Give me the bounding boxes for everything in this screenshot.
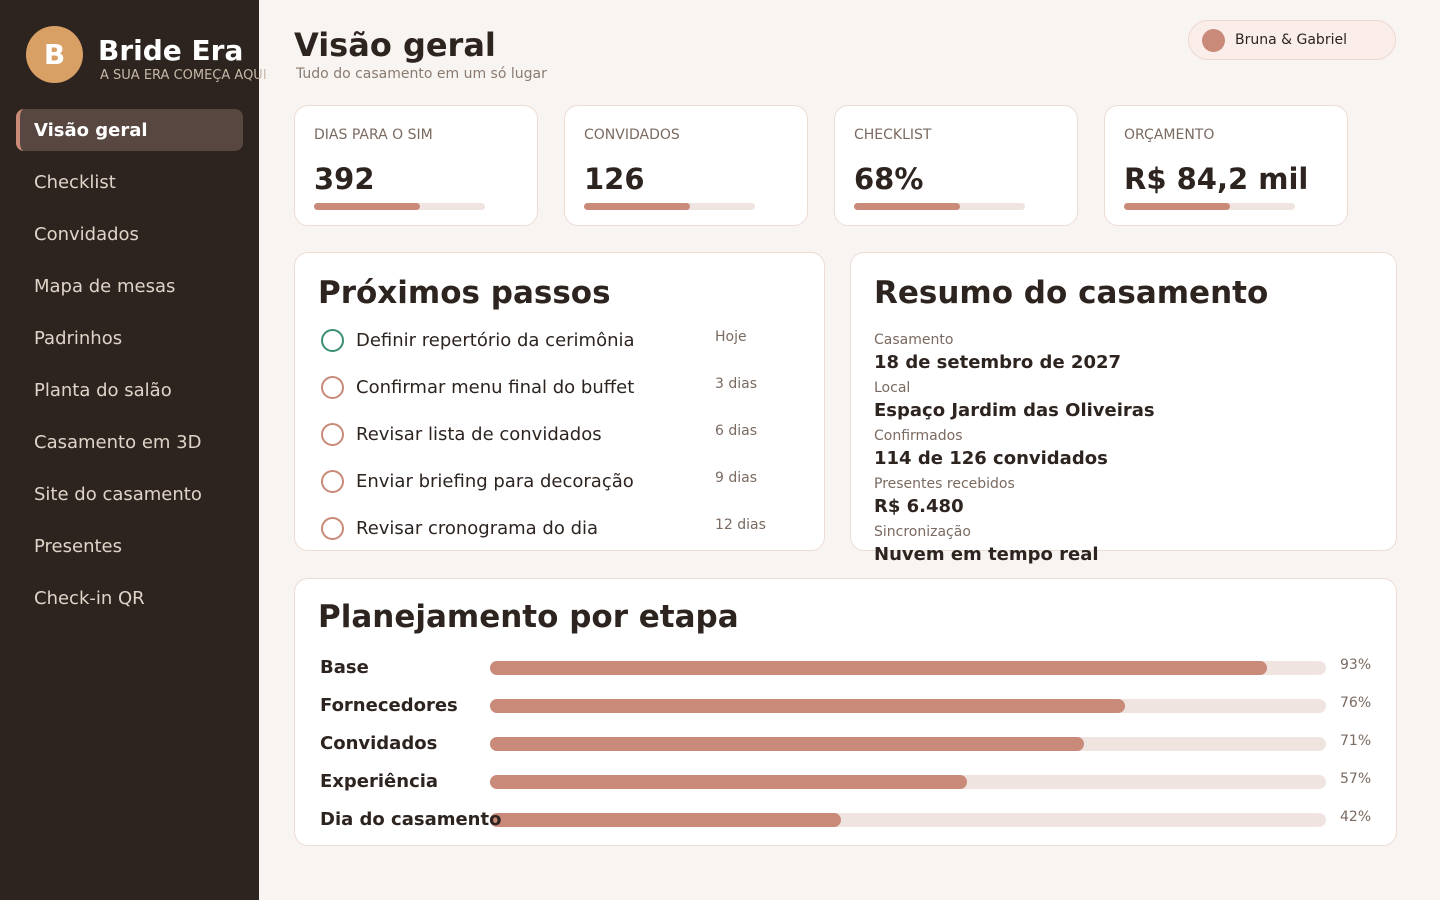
stat-label: ORÇAMENTO <box>1124 127 1215 143</box>
summary-value: 18 de setembro de 2027 <box>874 352 1122 373</box>
stage-percent: 57% <box>1340 771 1372 787</box>
stage-bar <box>490 699 1126 713</box>
stage-bar <box>490 661 1268 675</box>
stage-track <box>490 661 1326 675</box>
stage-name: Dia do casamento <box>320 809 502 830</box>
step-text: Revisar cronograma do dia <box>356 518 599 539</box>
stat-progress <box>314 203 485 210</box>
planning-panel: Planejamento por etapa Base 93% Fornecedor… <box>294 578 1397 846</box>
step-item[interactable]: Enviar briefing para decoração 9 dias <box>319 470 799 494</box>
summary-label: Local <box>874 380 911 396</box>
stage-track <box>490 813 1326 827</box>
nav-item[interactable]: Convidados <box>34 223 139 245</box>
step-due: 6 dias <box>715 423 758 439</box>
stat-progress <box>1124 203 1295 210</box>
nav-item[interactable]: Visão geral <box>16 109 243 151</box>
stat-progress <box>854 203 1025 210</box>
summary-value: Nuvem em tempo real <box>874 544 1099 565</box>
step-text: Revisar lista de convidados <box>356 424 602 445</box>
step-text: Enviar briefing para decoração <box>356 471 634 492</box>
step-item[interactable]: Definir repertório da cerimônia Hoje <box>319 329 799 353</box>
nav-item[interactable]: Check-in QR <box>34 587 145 609</box>
stat-card: CONVIDADOS 126 <box>564 105 808 226</box>
stage-name: Fornecedores <box>320 695 458 716</box>
nav-item[interactable]: Presentes <box>34 535 122 557</box>
stage-percent: 93% <box>1340 657 1372 673</box>
step-checkbox[interactable] <box>321 423 344 446</box>
nav-item[interactable]: Planta do salão <box>34 379 172 401</box>
panel-title: Próximos passos <box>318 275 611 311</box>
panel-title: Resumo do casamento <box>874 275 1269 311</box>
summary-label: Presentes recebidos <box>874 476 1015 492</box>
stage-name: Base <box>320 657 369 678</box>
summary-value: R$ 6.480 <box>874 496 964 517</box>
stat-label: DIAS PARA O SIM <box>314 127 433 143</box>
step-item[interactable]: Confirmar menu final do buffet 3 dias <box>319 376 799 400</box>
logo: B <box>26 26 83 83</box>
brand: Bride Era <box>98 34 244 67</box>
nav-item[interactable]: Mapa de mesas <box>34 275 176 297</box>
stage-bar <box>490 775 967 789</box>
stage-row: Base 93% <box>320 657 1400 678</box>
summary-label: Confirmados <box>874 428 963 444</box>
tagline: A SUA ERA COMEÇA AQUI <box>100 68 267 83</box>
stage-row: Dia do casamento 42% <box>320 809 1400 830</box>
stage-name: Experiência <box>320 771 439 792</box>
stage-row: Experiência 57% <box>320 771 1400 792</box>
next-steps-panel: Próximos passos Definir repertório da ce… <box>294 252 825 551</box>
user-chip[interactable]: Bruna & Gabriel <box>1188 20 1396 60</box>
stat-label: CONVIDADOS <box>584 127 680 143</box>
step-item[interactable]: Revisar lista de convidados 6 dias <box>319 423 799 447</box>
stat-value: 126 <box>584 162 645 196</box>
summary-label: Casamento <box>874 332 954 348</box>
summary-panel: Resumo do casamento Casamento 18 de setem… <box>850 252 1397 565</box>
summary-label: Sincronização <box>874 524 971 540</box>
stat-card: CHECKLIST 68% <box>834 105 1078 226</box>
nav-item[interactable]: Checklist <box>34 171 116 193</box>
stage-name: Convidados <box>320 733 438 754</box>
step-due: 3 dias <box>715 376 758 392</box>
stage-track <box>490 775 1326 789</box>
stage-track <box>490 737 1326 751</box>
step-text: Definir repertório da cerimônia <box>356 330 635 351</box>
stat-value: R$ 84,2 mil <box>1124 162 1309 196</box>
nav-item[interactable]: Site do casamento <box>34 483 202 505</box>
step-due: 12 dias <box>715 517 766 533</box>
stat-value: 392 <box>314 162 375 196</box>
step-checkbox[interactable] <box>321 329 344 352</box>
stat-card: ORÇAMENTO R$ 84,2 mil <box>1104 105 1348 226</box>
stage-track <box>490 699 1326 713</box>
sidebar: B Bride Era A SUA ERA COMEÇA AQUI Visão … <box>0 0 267 900</box>
step-checkbox[interactable] <box>321 517 344 540</box>
step-checkbox[interactable] <box>321 470 344 493</box>
panel-title: Planejamento por etapa <box>318 599 739 635</box>
stage-bar <box>490 813 842 827</box>
page-subtitle: Tudo do casamento em um só lugar <box>296 66 547 82</box>
stage-row: Convidados 71% <box>320 733 1400 754</box>
summary-value: Espaço Jardim das Oliveiras <box>874 400 1155 421</box>
summary-value: 114 de 126 convidados <box>874 448 1108 469</box>
step-due: Hoje <box>715 329 747 345</box>
step-checkbox[interactable] <box>321 376 344 399</box>
step-text: Confirmar menu final do buffet <box>356 377 635 398</box>
page-title: Visão geral <box>294 26 496 64</box>
stage-bar <box>490 737 1084 751</box>
stat-value: 68% <box>854 162 924 196</box>
nav-item[interactable]: Casamento em 3D <box>34 431 202 453</box>
stat-label: CHECKLIST <box>854 127 932 143</box>
step-due: 9 dias <box>715 470 758 486</box>
stage-row: Fornecedores 76% <box>320 695 1400 716</box>
step-item[interactable]: Revisar cronograma do dia 12 dias <box>319 517 799 541</box>
nav-item[interactable]: Padrinhos <box>34 327 123 349</box>
stage-percent: 42% <box>1340 809 1372 825</box>
stat-card: DIAS PARA O SIM 392 <box>294 105 538 226</box>
stat-progress <box>584 203 755 210</box>
stage-percent: 76% <box>1340 695 1372 711</box>
stage-percent: 71% <box>1340 733 1372 749</box>
